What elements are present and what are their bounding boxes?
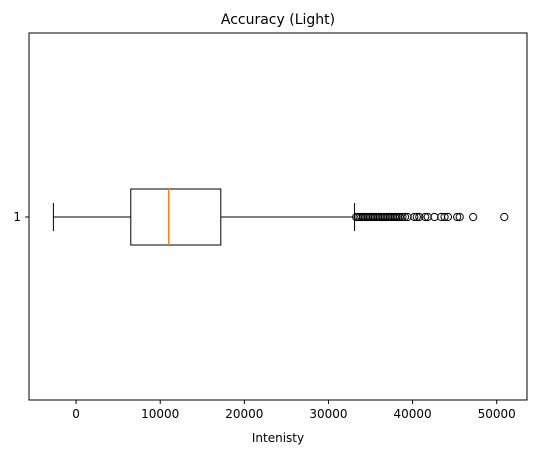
outlier-point bbox=[443, 212, 453, 222]
outlier-point bbox=[412, 212, 421, 222]
x-tick-label: 0 bbox=[72, 407, 80, 421]
x-tick-label: 20000 bbox=[225, 407, 263, 421]
x-tick-label: 50000 bbox=[478, 407, 516, 421]
outlier-point bbox=[455, 212, 464, 222]
x-tick-label: 40000 bbox=[394, 407, 432, 421]
outlier-point bbox=[398, 212, 407, 222]
outlier-point bbox=[410, 212, 419, 222]
x-tick-label: 30000 bbox=[309, 407, 347, 421]
outlier-point bbox=[469, 212, 478, 222]
plot-area bbox=[52, 188, 509, 246]
outlier-point bbox=[500, 212, 509, 222]
x-axis: 0 10000 20000 30000 40000 50000 bbox=[72, 400, 516, 421]
outlier-point bbox=[453, 212, 462, 222]
outlier-point bbox=[415, 212, 424, 222]
y-axis: 1 bbox=[13, 210, 29, 224]
y-tick-label: 1 bbox=[13, 210, 21, 224]
outlier-point bbox=[421, 212, 430, 222]
chart-title: Accuracy (Light) bbox=[221, 12, 335, 28]
outlier-point bbox=[400, 212, 410, 222]
outlier-point bbox=[440, 212, 449, 222]
x-axis-label: Intenisty bbox=[252, 431, 304, 445]
outlier-point bbox=[430, 212, 439, 222]
iqr-box bbox=[130, 188, 222, 246]
x-tick-label: 10000 bbox=[141, 407, 179, 421]
